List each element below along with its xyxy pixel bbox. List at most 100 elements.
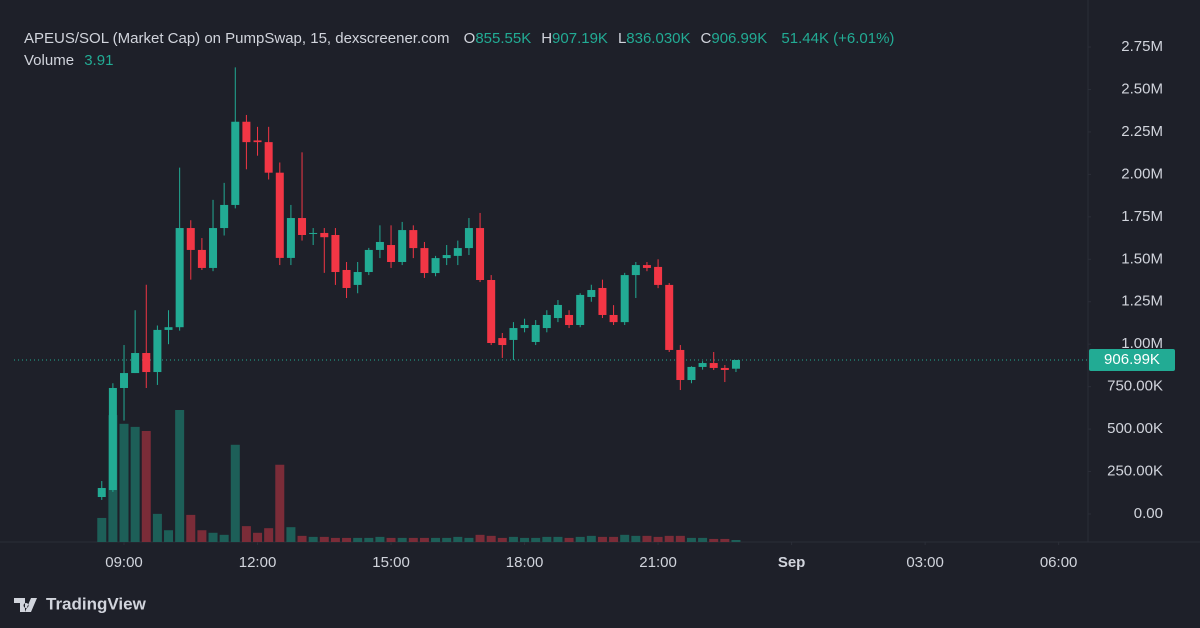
candle-body xyxy=(431,258,440,274)
candle-body xyxy=(654,266,663,285)
candle-body xyxy=(108,387,117,491)
volume-bar xyxy=(353,537,363,542)
candle-body xyxy=(97,488,106,498)
x-tick-label: 06:00 xyxy=(1040,554,1078,571)
ohlc-value: 855.55K xyxy=(475,30,532,47)
candle-body xyxy=(620,275,629,323)
volume-bar xyxy=(486,535,496,542)
volume-bar xyxy=(175,410,185,542)
volume-title: Volume xyxy=(24,52,75,69)
x-tick-label: 09:00 xyxy=(105,554,143,571)
volume-bar xyxy=(453,536,463,542)
candle-body xyxy=(164,327,173,330)
candle-body xyxy=(464,228,473,249)
volume-bar xyxy=(731,539,741,542)
volume-bar xyxy=(197,530,207,542)
candle-body xyxy=(220,204,229,229)
candle-body xyxy=(442,255,451,259)
volume-bars xyxy=(97,410,741,542)
volume-bar xyxy=(698,537,708,542)
brand: TradingView xyxy=(46,594,147,613)
last-price-box xyxy=(1089,348,1175,371)
volume-bar xyxy=(464,537,474,542)
candle-body xyxy=(420,248,429,274)
y-tick-label: 1.75M xyxy=(1121,208,1163,225)
y-tick-label: 2.25M xyxy=(1121,123,1163,140)
candle-body xyxy=(531,324,540,342)
volume-bar xyxy=(620,534,630,542)
volume-bar xyxy=(720,538,730,542)
candle-body xyxy=(720,367,729,370)
ohlc-key: C xyxy=(700,30,712,47)
volume-bar xyxy=(164,530,174,542)
volume-bar xyxy=(253,532,263,542)
candle-body xyxy=(609,314,618,323)
volume-bar xyxy=(631,535,641,542)
y-tick-label: 750.00K xyxy=(1107,378,1163,395)
volume-bar xyxy=(308,536,318,542)
volume-row: Volume 3.91 xyxy=(24,50,894,72)
candle-body xyxy=(498,338,507,346)
x-tick-label: Sep xyxy=(778,554,806,571)
legend-row: APEUS/SOL (Market Cap) on PumpSwap, 15, … xyxy=(24,28,894,50)
candle-body xyxy=(142,353,151,373)
volume-bar xyxy=(319,536,329,542)
candle-body xyxy=(698,363,707,367)
y-tick-label: 1.50M xyxy=(1121,250,1163,267)
change: 51.44K (+6.01%) xyxy=(781,30,895,47)
y-tick-label: 0.00 xyxy=(1134,505,1163,522)
volume-bar xyxy=(642,535,652,542)
volume-bar xyxy=(119,423,129,542)
volume-bar xyxy=(97,517,107,542)
candle-body xyxy=(631,265,640,276)
candle-body xyxy=(331,235,340,273)
x-tick-label: 21:00 xyxy=(639,554,677,571)
candle-body xyxy=(275,172,284,258)
y-tick-label: 2.00M xyxy=(1121,165,1163,182)
y-tick-label: 1.25M xyxy=(1121,293,1163,310)
ohlc-key: H xyxy=(541,30,553,47)
ohlc-value: 906.99K xyxy=(711,30,768,47)
tradingview-logo xyxy=(14,598,37,612)
volume-bar xyxy=(330,537,340,542)
volume-bar xyxy=(597,536,607,542)
volume-bar xyxy=(152,513,162,542)
volume-bar xyxy=(542,536,552,542)
candle-body xyxy=(409,230,418,249)
volume-bar xyxy=(264,528,274,542)
y-tick-label: 500.00K xyxy=(1107,420,1163,437)
volume-bar xyxy=(419,537,429,542)
x-tick-label: 15:00 xyxy=(372,554,410,571)
candle-body xyxy=(286,218,295,258)
candle-body xyxy=(687,366,696,381)
volume-bar xyxy=(475,534,485,542)
volume-bar xyxy=(586,535,596,542)
x-tick-label: 18:00 xyxy=(506,554,544,571)
volume-bar xyxy=(364,537,374,542)
chart-title: APEUS/SOL (Market Cap) on PumpSwap, 15, … xyxy=(24,30,450,47)
volume-bar xyxy=(431,537,441,542)
ohlc-value: 836.030K xyxy=(626,30,691,47)
candle-body xyxy=(520,324,529,329)
candle-body xyxy=(542,314,551,329)
candle-body xyxy=(353,272,362,285)
volume-bar xyxy=(686,537,696,542)
ohlc-key: O xyxy=(463,30,476,47)
candle-body xyxy=(342,269,351,288)
candle-body xyxy=(153,329,162,373)
candle-body xyxy=(642,265,651,268)
candle-body xyxy=(320,232,329,238)
candle-body xyxy=(576,294,585,325)
volume-bar xyxy=(386,537,396,542)
x-tick-label: 03:00 xyxy=(906,554,944,571)
ohlc: O855.55K H907.19K L836.030K C906.99K xyxy=(454,30,768,47)
candle-body xyxy=(509,328,518,340)
volume-bar xyxy=(241,526,251,542)
volume-bar xyxy=(653,536,663,542)
volume-bar xyxy=(275,464,285,542)
volume-bar xyxy=(442,537,452,542)
candle-body xyxy=(364,249,373,273)
volume-bar xyxy=(286,527,296,542)
volume-bar xyxy=(130,426,140,542)
